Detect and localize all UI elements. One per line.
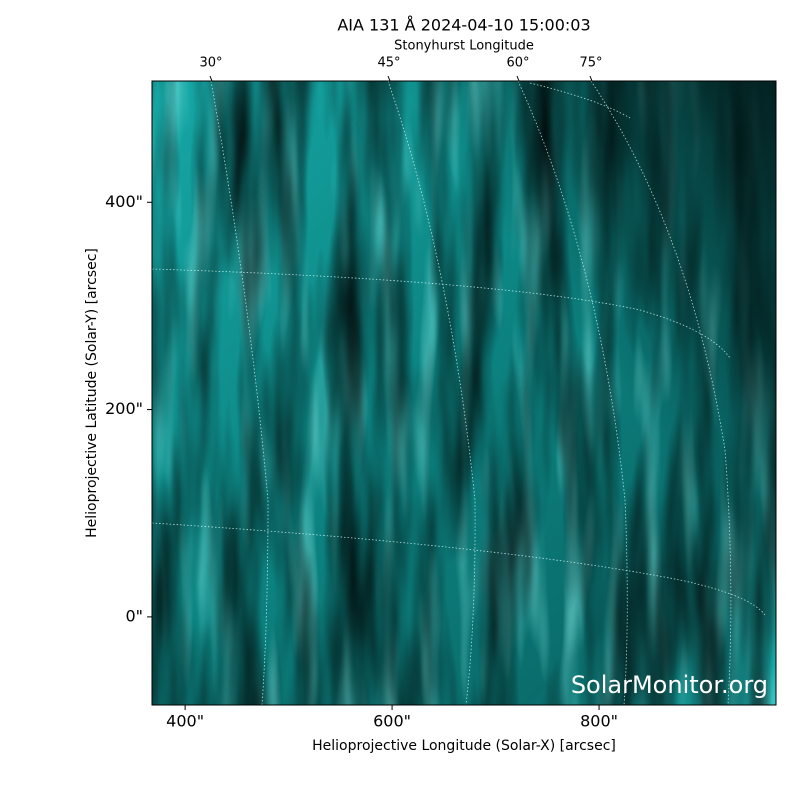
top-axis-label: Stonyhurst Longitude	[394, 39, 534, 54]
y-tick-label: 400"	[105, 192, 143, 211]
top-tick-label: 75°	[579, 56, 602, 71]
top-tick-label: 60°	[506, 56, 529, 71]
y-axis-label: Helioprojective Latitude (Solar-Y) [arcs…	[84, 248, 100, 538]
chart-title: AIA 131 Å 2024-04-10 15:00:03	[337, 16, 590, 35]
y-tick-label: 200"	[105, 399, 143, 418]
y-tick-label: 0"	[125, 606, 143, 625]
x-tick-label: 600"	[373, 712, 411, 731]
top-tick	[209, 75, 213, 82]
watermark: SolarMonitor.org	[571, 671, 768, 699]
coordinate-grid	[152, 81, 766, 705]
top-tick-label: 45°	[377, 56, 400, 71]
x-tick-label: 800"	[580, 712, 618, 731]
plot-frame	[151, 80, 777, 706]
x-tick-label: 400"	[166, 712, 204, 731]
top-tick	[387, 75, 391, 82]
x-axis-label: Helioprojective Longitude (Solar-X) [arc…	[312, 738, 616, 754]
top-tick	[516, 75, 520, 82]
solar-image	[152, 81, 776, 705]
top-tick-label: 30°	[199, 56, 222, 71]
top-tick	[589, 75, 593, 82]
